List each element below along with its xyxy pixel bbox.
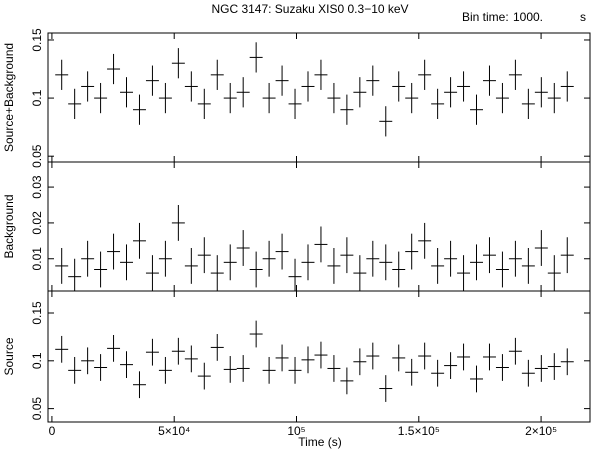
x-tick-label: 1.5×10⁵	[398, 424, 440, 438]
y-tick-label: 0.1	[30, 89, 44, 106]
y-tick-label: 0.15	[30, 28, 44, 52]
y-tick-label: 0.01	[30, 247, 44, 271]
y-tick-label: 0.05	[30, 144, 44, 168]
bin-value: 1000.	[513, 10, 543, 24]
chart-title: NGC 3147: Suzaku XIS0 0.3−10 keV	[211, 2, 408, 16]
bin-label: Bin time:	[462, 10, 509, 24]
x-tick-label: 2×10⁵	[525, 424, 557, 438]
plot-frame	[47, 290, 591, 423]
bin-unit: s	[580, 10, 586, 24]
y-tick-label: 0.03	[30, 175, 44, 199]
y-tick-label: 0.15	[30, 301, 44, 325]
y-axis-label: Source	[2, 337, 16, 375]
y-axis-label: Source+Background	[2, 43, 16, 152]
y-tick-label: 0.1	[30, 352, 44, 369]
x-axis-label: Time (s)	[298, 435, 342, 449]
x-tick-label: 0	[49, 424, 56, 438]
x-tick-label: 10⁵	[287, 424, 305, 438]
x-tick-label: 5×10⁴	[158, 424, 190, 438]
y-axis-label: Background	[2, 194, 16, 258]
plot-frame	[47, 161, 591, 292]
plot-frame	[47, 32, 591, 163]
y-tick-label: 0.05	[30, 397, 44, 421]
y-tick-label: 0.02	[30, 211, 44, 235]
